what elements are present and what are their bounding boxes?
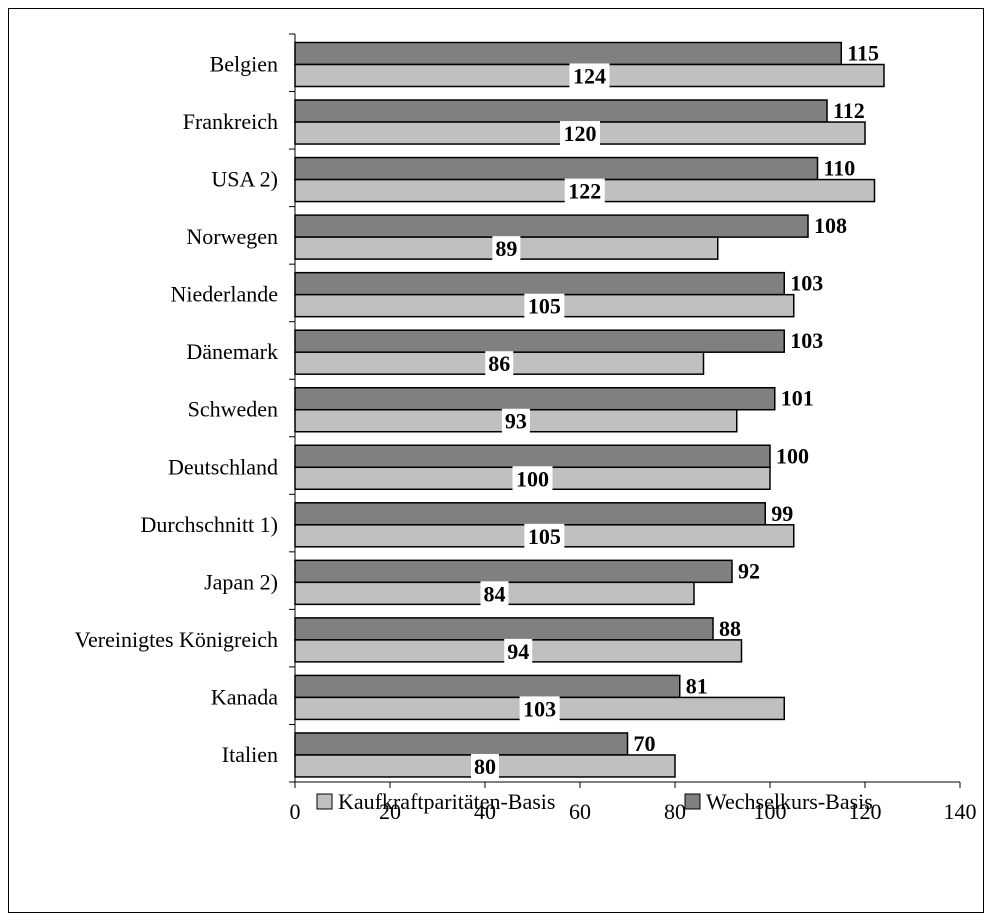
data-label-background: [564, 178, 605, 205]
data-label-wechselkurs: 92: [738, 558, 760, 583]
data-label-kaufkraft: 89: [495, 236, 517, 261]
legend: Kaufkraftparitäten-Basis Wechselkurs-Basi…: [316, 789, 873, 814]
x-tick-label: 100: [754, 799, 787, 824]
category-label: Schweden: [188, 397, 278, 422]
category-label: Niederlande: [171, 282, 279, 307]
x-tick-label: 80: [664, 799, 686, 824]
category-label: Belgien: [210, 52, 278, 77]
category-labels: Belgien Frankreich USA 2) Norwegen Niederlan…: [75, 52, 279, 767]
bar-wechselkurs: [294, 502, 766, 526]
category-label: Japan 2): [204, 569, 278, 594]
data-label-kaufkraft: 105: [528, 294, 561, 319]
x-tick-label: 20: [379, 799, 401, 824]
category-label: Italien: [222, 742, 278, 767]
data-label-wechselkurs: 103: [790, 328, 823, 353]
x-tick-label: 0: [290, 799, 301, 824]
category-label: Vereinigtes Königreich: [75, 627, 278, 652]
category-label: USA 2): [211, 167, 278, 192]
x-tick-label: 60: [569, 799, 591, 824]
data-label-kaufkraft: 84: [484, 581, 506, 606]
bar-wechselkurs: [294, 41, 842, 66]
category-label: Dänemark: [186, 339, 278, 364]
bar-wechselkurs: [294, 329, 785, 353]
chart-frame: 115 124 112 120 110 122 108 89 103 105 103 86 101 93 1…: [8, 8, 984, 913]
bar-wechselkurs: [294, 214, 809, 238]
category-label: Durchschnitt 1): [141, 512, 278, 537]
bar-wechselkurs: [294, 444, 771, 469]
bar-chart: 115 124 112 120 110 122 108 89 103 105 103 86 101 93 1…: [75, 33, 977, 824]
bar-wechselkurs: [294, 674, 681, 699]
data-label-background: [504, 638, 533, 665]
bar-wechselkurs: [294, 559, 733, 584]
legend-swatch: [316, 793, 333, 810]
data-label-background: [480, 581, 509, 608]
data-label-kaufkraft: 103: [523, 696, 556, 721]
data-label-wechselkurs: 70: [634, 731, 656, 756]
data-label-wechselkurs: 99: [771, 501, 793, 526]
bar-wechselkurs: [294, 617, 714, 641]
data-label-wechselkurs: 115: [847, 41, 879, 66]
data-label-background: [519, 696, 560, 723]
data-label-background: [485, 351, 514, 378]
x-tick-label: 120: [849, 799, 882, 824]
data-label-wechselkurs: 101: [781, 386, 814, 411]
bar-wechselkurs: [294, 732, 629, 756]
data-label-background: [524, 293, 565, 320]
data-label-kaufkraft: 94: [507, 639, 529, 664]
data-label-background: [471, 753, 499, 780]
data-label-background: [501, 408, 530, 435]
data-label-wechselkurs: 81: [686, 673, 708, 698]
x-tick-labels: 0 20 40 60 80 100 120 140: [290, 799, 977, 824]
legend-label: Wechselkurs-Basis: [706, 789, 873, 814]
data-label-background: [512, 466, 553, 493]
data-label-background: [492, 236, 521, 263]
data-label-wechselkurs: 100: [776, 443, 809, 468]
data-label-background: [569, 63, 610, 90]
bars: [294, 41, 885, 778]
category-label: Kanada: [211, 684, 278, 709]
data-label-kaufkraft: 86: [488, 351, 510, 376]
data-label-wechselkurs: 103: [790, 271, 823, 296]
data-label-kaufkraft: 80: [474, 754, 496, 779]
bar-wechselkurs: [294, 271, 785, 296]
data-label-wechselkurs: 108: [814, 213, 847, 238]
data-label-kaufkraft: 120: [564, 121, 597, 146]
data-label-kaufkraft: 105: [528, 524, 561, 549]
legend-swatch: [684, 793, 701, 810]
bar-wechselkurs: [294, 386, 776, 411]
x-tick-label: 140: [944, 799, 977, 824]
category-label: Frankreich: [183, 109, 278, 134]
data-label-wechselkurs: 110: [824, 156, 856, 181]
data-label-wechselkurs: 112: [833, 98, 865, 123]
data-label-kaufkraft: 124: [573, 64, 606, 89]
category-label: Norwegen: [186, 224, 278, 249]
data-label-background: [560, 121, 600, 148]
data-label-background: [524, 523, 565, 550]
data-labels: 115 124 112 120 110 122 108 89 103 105 103 86 101 93 1…: [471, 41, 879, 780]
legend-label: Kaufkraftparitäten-Basis: [338, 789, 555, 814]
data-label-wechselkurs: 88: [719, 616, 741, 641]
data-label-kaufkraft: 93: [505, 409, 527, 434]
category-label: Deutschland: [168, 454, 278, 479]
data-label-kaufkraft: 100: [516, 466, 549, 491]
bar-wechselkurs: [294, 156, 819, 181]
data-label-kaufkraft: 122: [568, 179, 601, 204]
x-tick-label: 40: [474, 799, 496, 824]
bar-wechselkurs: [294, 99, 828, 123]
